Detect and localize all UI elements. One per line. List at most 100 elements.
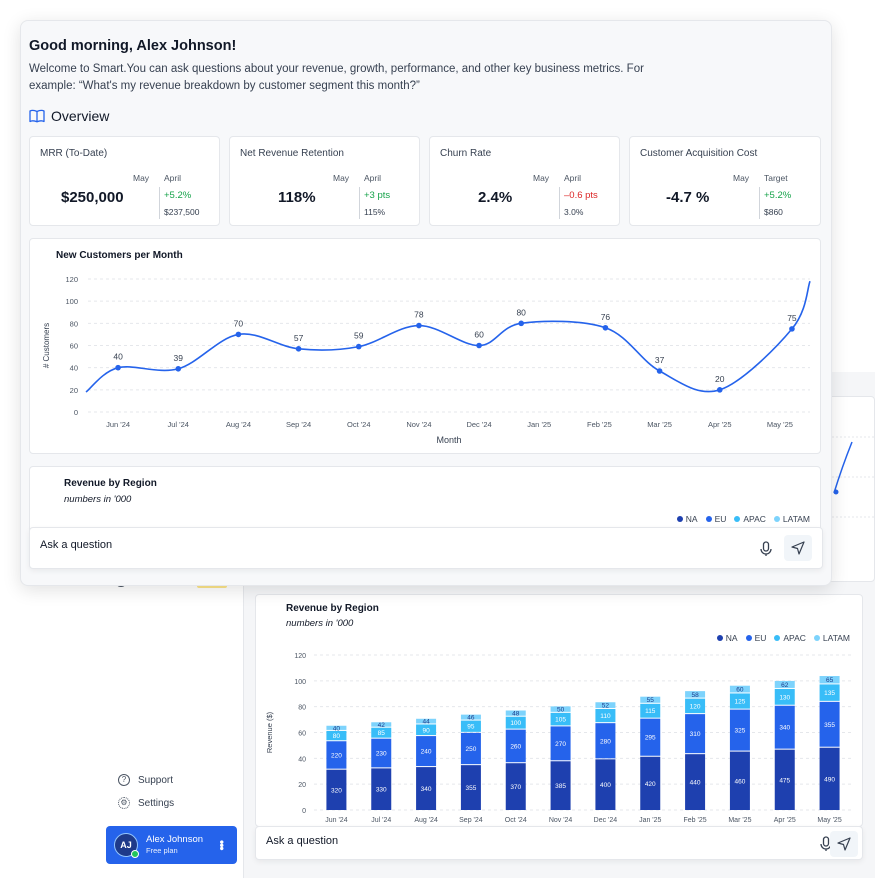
kpi-card-cac[interactable]: Customer Acquisition Cost May -4.7 % Tar… [629, 136, 821, 226]
data-label: 57 [294, 333, 304, 343]
online-status-dot [131, 850, 139, 858]
bar-segment-label: 46 [467, 715, 475, 722]
kpi-divider [559, 187, 560, 219]
kpi-delta: +3 pts [364, 190, 391, 201]
bar-segment-na [729, 751, 750, 810]
bar-segment-label: 120 [690, 703, 701, 710]
bar-segment-label: 320 [331, 787, 342, 794]
bar-segment-label: 420 [645, 781, 656, 788]
bar-segment-label: 95 [467, 724, 475, 731]
bar-segment-eu [819, 701, 840, 747]
y-tick-label: 100 [294, 679, 306, 686]
bar-segment-label: 105 [555, 717, 566, 724]
kpi-current-period: May [533, 173, 550, 183]
data-point [416, 322, 422, 329]
bar-segment-label: 340 [779, 725, 790, 732]
user-plan: Free plan [146, 846, 178, 856]
user-name: Alex Johnson [146, 834, 204, 846]
y-axis-label: # Customers [42, 323, 51, 368]
x-tick-label: Jul '24 [371, 817, 391, 824]
kpi-value: -4.7 % [666, 189, 710, 206]
sidebar-support[interactable]: ? Support [118, 774, 173, 786]
x-tick-label: Mar '25 [728, 817, 751, 824]
kpi-compare-period: April [564, 173, 582, 183]
preview-legend-apac-swatch [734, 516, 741, 522]
bar-segment-na [640, 756, 661, 810]
new-customers-card: New Customers per Month 0 20 40 60 80 100 120 J… [29, 238, 821, 454]
data-point [175, 365, 182, 372]
data-point [518, 320, 524, 327]
bar-segment-label: 100 [510, 720, 521, 727]
bar-segment-label: 52 [602, 703, 610, 710]
bar-segment-eu [729, 709, 750, 751]
bar-segment-label: 135 [824, 690, 835, 697]
user-info: Alex Johnson Free plan [146, 834, 203, 855]
x-tick-label: Mar '25 [647, 420, 672, 429]
bar-segment-label: 115 [645, 708, 656, 715]
background-send-button[interactable] [830, 831, 858, 857]
data-point [355, 343, 362, 350]
bar-segment-label: 325 [734, 728, 745, 735]
background-line-fragment [812, 436, 875, 518]
data-point [789, 326, 795, 332]
x-tick-label: Sep '24 [459, 817, 483, 824]
sidebar-support-label: Support [138, 774, 174, 786]
x-tick-label: Nov '24 [406, 420, 431, 429]
x-tick-label: Apr '25 [708, 420, 732, 429]
avatar: AJ [114, 833, 139, 858]
bar-segment-label: 65 [826, 677, 834, 684]
more-options-icon[interactable]: ••• [215, 840, 229, 850]
bar-segment-label: 355 [465, 785, 476, 792]
kpi-card-mrr[interactable]: MRR (To-Date) May $250,000 April +5.2% $… [29, 136, 220, 226]
send-button[interactable] [784, 535, 812, 561]
bar-segment-label: 60 [736, 687, 744, 694]
kpi-previous-value: 3.0% [564, 207, 584, 217]
sidebar-settings[interactable]: ⚙ Settings [118, 797, 174, 809]
bar-segment-latam [505, 710, 526, 716]
data-point [115, 364, 121, 371]
kpi-card-churn[interactable]: Churn Rate May 2.4% April –0.6 pts 3.0% [429, 136, 620, 226]
background-ask-bar[interactable] [255, 826, 863, 860]
legend-eu: EU [745, 633, 766, 643]
data-label: 20 [715, 374, 725, 384]
y-tick-label: 0 [302, 808, 306, 815]
help-circle-icon: ? [118, 774, 130, 786]
intro-text: Welcome to Smart.You can ask questions a… [29, 63, 644, 92]
x-tick-label: Apr '25 [774, 817, 796, 824]
overview-panel: Good morning, Alex Johnson! Welcome to S… [20, 20, 832, 586]
bar-segment-apac [640, 703, 661, 718]
user-account-card[interactable]: AJ Alex Johnson Free plan ••• [106, 826, 237, 864]
y-tick-label: 60 [70, 342, 78, 351]
bar-segment-na [460, 765, 481, 810]
data-point [602, 324, 609, 331]
data-label: 76 [601, 312, 611, 322]
bar-segment-na [371, 768, 392, 810]
bar-segment-eu [595, 723, 616, 759]
bar-segment-label: 240 [421, 749, 432, 756]
x-tick-label: Jul '24 [168, 420, 189, 429]
microphone-icon[interactable] [759, 541, 773, 557]
bar-segment-latam [685, 691, 706, 698]
x-tick-label: Feb '25 [587, 420, 612, 429]
y-tick-label: 120 [65, 275, 78, 284]
revenue-chart-subtitle: numbers in '000 [286, 618, 354, 629]
bar-segment-label: 355 [824, 722, 835, 729]
x-tick-label: May '25 [817, 817, 841, 824]
kpi-previous-value: $237,500 [164, 207, 200, 217]
bar-segment-label: 280 [600, 738, 611, 745]
background-ask-input[interactable] [266, 835, 630, 847]
bar-segment-label: 44 [422, 719, 430, 726]
bar-segment-label: 130 [779, 694, 790, 701]
y-tick-label: 80 [298, 705, 306, 712]
series-line [85, 280, 811, 393]
data-label: 40 [113, 352, 123, 362]
x-tick-label: Oct '24 [505, 817, 527, 824]
new-customers-line-chart: 0 20 40 60 80 100 120 Jun '24 Jul '24 Aug '24 Sep … [42, 275, 811, 445]
kpi-current-period: May [333, 173, 350, 183]
ask-question-bar[interactable] [29, 527, 823, 569]
bar-segment-apac [371, 727, 392, 738]
ask-question-input[interactable] [40, 539, 516, 551]
revenue-preview-subtitle: numbers in '000 [64, 494, 132, 505]
kpi-card-nrr[interactable]: Net Revenue Retention May 118% April +3 … [229, 136, 420, 226]
kpi-previous-value: 115% [364, 207, 386, 217]
